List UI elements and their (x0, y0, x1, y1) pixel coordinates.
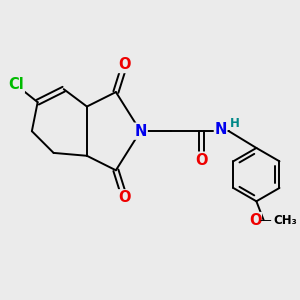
Text: O: O (118, 57, 131, 72)
Text: H: H (230, 117, 240, 130)
Text: CH₃: CH₃ (274, 214, 298, 226)
Text: N: N (214, 122, 227, 136)
Text: O: O (249, 213, 261, 228)
Text: —: — (259, 214, 271, 226)
Text: O: O (195, 153, 208, 168)
Text: Cl: Cl (8, 77, 24, 92)
Text: O: O (118, 190, 131, 205)
Text: N: N (134, 124, 147, 139)
